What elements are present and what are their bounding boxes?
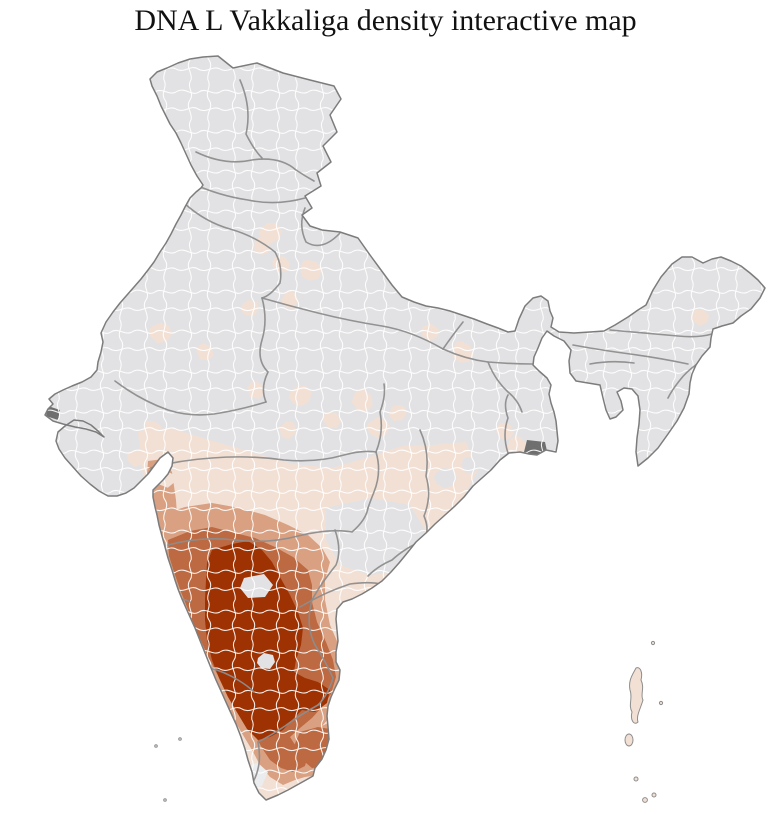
- lakshadweep-islands[interactable]: [154, 737, 182, 802]
- andaman-nicobar-islands[interactable]: [624, 640, 664, 803]
- district-mesh-overlay: [45, 56, 765, 800]
- state-boundaries: [114, 79, 713, 796]
